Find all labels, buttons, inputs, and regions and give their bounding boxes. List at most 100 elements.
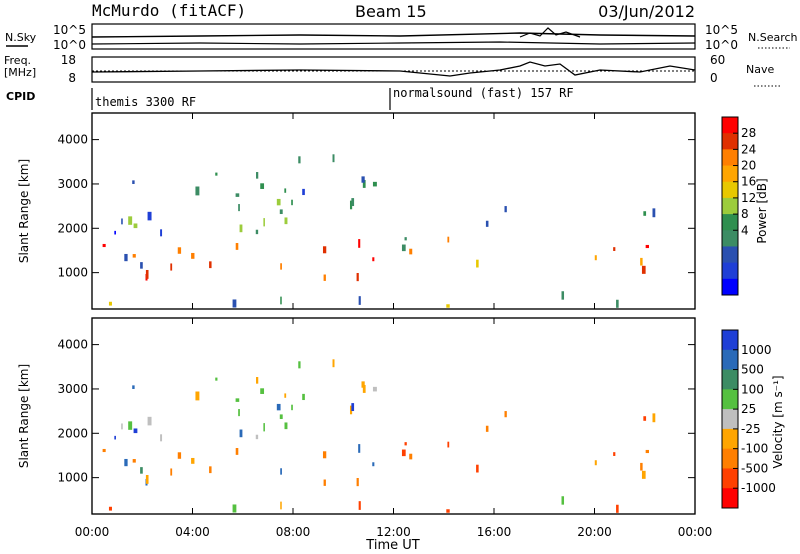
power-cell [298,156,301,164]
velocity-cell [145,474,149,484]
power-cell [276,198,281,206]
time-axis-label: Time UT [365,538,419,553]
colorbar-tick-label: 1000 [741,343,772,357]
cpid-row: CPID themis 3300 RF normalsound (fast) 1… [6,86,574,110]
velocity-cell [613,452,616,456]
power-cell [256,172,259,179]
colorbar-swatch [722,409,738,430]
power-cell [284,188,287,193]
colorbar-tick-label: -500 [741,461,768,475]
power-cell [114,230,116,235]
velocity-cell [263,423,265,432]
power-cell [358,239,361,248]
power-cell [145,269,149,279]
power-cell [322,246,327,254]
power-cell [362,179,366,188]
velocity-panel: 1000 2000 3000 4000 Slant Range [km] [17,317,696,515]
colorbar-swatch [722,181,738,199]
power-cell [613,247,616,251]
cpid-segment-0: themis 3300 RF [95,95,196,109]
velocity-colorbar: 1000 500 100 25 -25 -100 -500 -1000 [721,329,776,509]
velocity-cell [640,462,643,471]
velocity-cell [351,403,355,412]
time-tick-label: 20:00 [577,525,612,539]
velocity-cell [401,449,406,457]
velocity-cell [260,388,265,394]
velocity-cell [447,441,450,448]
power-colorbar-label: Power [dB] [755,178,769,243]
colorbar-swatch [722,389,738,410]
colorbar-swatch [722,117,738,134]
power-cell [356,273,359,282]
power-cell [594,255,597,261]
power-cell [280,296,282,305]
colorbar-swatch [722,214,738,231]
noise-right-tick-top: 10^5 [705,23,738,37]
colorbar-tick-label: 500 [741,363,764,377]
velocity-cell [255,434,259,440]
colorbar-swatch [722,448,738,469]
colorbar-swatch [722,278,738,296]
velocity-cell [191,457,195,464]
velocity-cell [356,478,359,487]
power-cell [215,172,218,176]
velocity-cell [302,393,305,401]
power-cell [446,304,450,308]
power-cell [128,216,133,225]
time-tick-label: 00:00 [75,525,110,539]
power-cell [284,217,288,225]
velocity-cell [372,462,375,467]
colorbar-swatch [722,230,738,247]
power-cell [447,236,450,243]
power-cell [235,243,239,250]
velocity-ylabel: Slant Range [km] [17,364,31,468]
velocity-cell [276,403,281,411]
velocity-cell [372,386,377,392]
colorbar-swatch [722,330,738,351]
power-cells [102,154,656,308]
velocity-cell [108,506,112,511]
velocity-cell [121,423,123,430]
colorbar-tick-label: 25 [741,402,756,416]
colorbar-tick-label: 4 [741,223,749,237]
range-tick-label: 4000 [57,338,88,352]
velocity-cell [232,504,237,513]
velocity-cell [114,435,116,440]
power-cell [645,244,649,249]
power-cell [191,252,195,259]
power-cell [640,257,643,266]
power-cell [323,274,326,281]
velocity-cell [358,444,361,453]
power-panel-frame [91,112,696,310]
power-cell [643,211,647,216]
velocity-cell [170,468,173,476]
colorbar-tick-label: -1000 [741,481,776,495]
velocity-cell [652,413,656,423]
velocity-cell [235,448,239,455]
range-tick-label: 1000 [57,471,88,485]
power-cell [102,243,106,248]
colorbar-swatch [722,428,738,450]
colorbar-swatch [722,149,738,167]
range-tick-label: 1000 [57,266,88,280]
velocity-cell [132,385,135,389]
velocity-cell [160,434,163,442]
power-cell [279,209,283,215]
power-cell [239,224,243,233]
power-cell [641,265,646,274]
velocity-cell [279,414,283,420]
colorbar-swatch [722,468,738,489]
time-axis: 00:00 04:00 08:00 12:00 16:00 20:00 00:00 [75,113,712,539]
power-cell [372,257,375,262]
power-cell [332,154,335,163]
velocity-cell [124,458,128,467]
colorbar-tick-label: 20 [741,159,756,173]
time-tick-label: 12:00 [376,525,411,539]
power-cell [132,180,135,184]
power-cell [652,208,656,218]
date-title: 03/Jun/2012 [598,2,695,21]
power-panel: 1000 2000 3000 4000 Slant Range [km] [17,112,696,310]
velocity-cell [280,468,282,475]
colorbar-tick-label: -100 [741,442,768,456]
